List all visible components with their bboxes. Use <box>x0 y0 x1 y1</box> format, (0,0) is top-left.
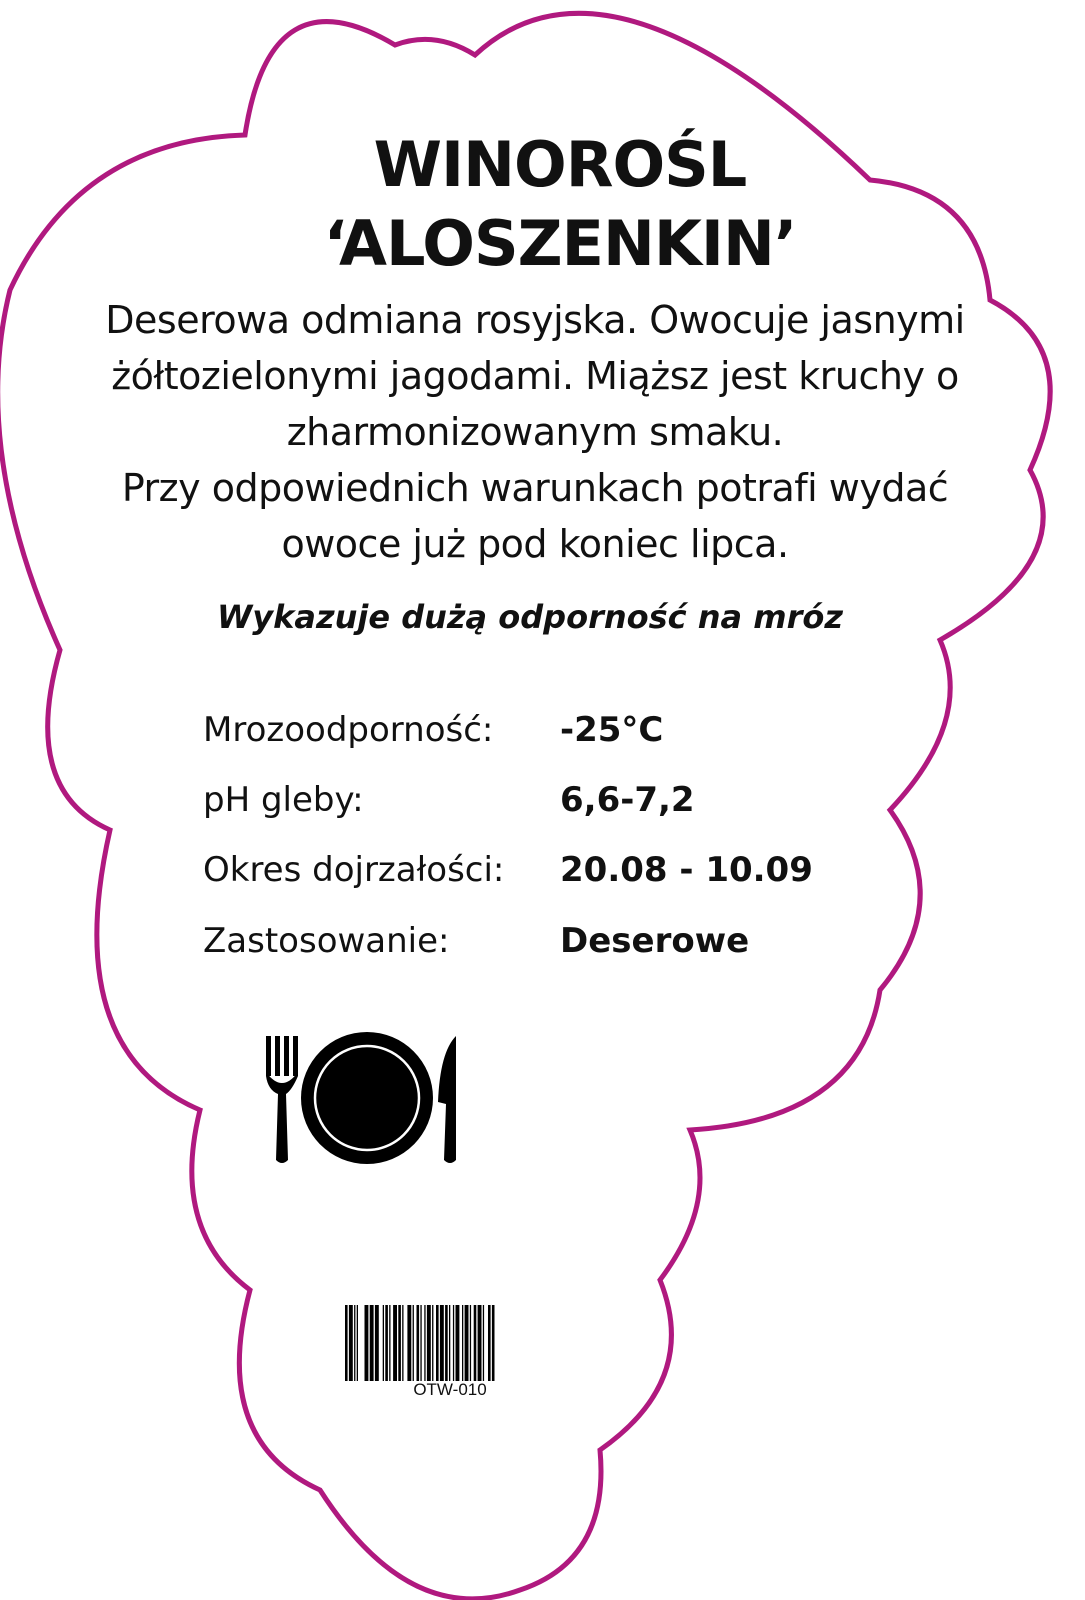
barcode-bar <box>354 1305 356 1381</box>
barcode-bar <box>374 1305 379 1381</box>
spec-value: Deserowe <box>560 921 750 961</box>
spec-value: 20.08 - 10.09 <box>560 850 813 890</box>
frost-resistance-note: Wykazuje dużą odporność na mróz <box>216 598 844 636</box>
barcode-bar <box>364 1305 369 1381</box>
description-line: żółtozielonymi jagodami. Miąższ jest kru… <box>111 354 959 398</box>
barcode-bar <box>462 1305 464 1381</box>
description: Deserowa odmiana rosyjska. Owocuje jasny… <box>30 292 1040 572</box>
barcode-bar <box>445 1305 448 1381</box>
barcode-bar <box>393 1305 397 1381</box>
spec-label: Mrozoodporność: <box>203 710 494 750</box>
description-line: Deserowa odmiana rosyjska. Owocuje jasny… <box>105 298 965 342</box>
barcode-bar <box>398 1305 401 1381</box>
barcode-bar <box>412 1305 414 1381</box>
barcode-bar <box>482 1305 485 1381</box>
barcode-bar <box>416 1305 420 1381</box>
spec-label: pH gleby: <box>203 780 364 820</box>
barcode-bar <box>449 1305 451 1381</box>
barcode-bar <box>369 1305 374 1381</box>
spec-label: Okres dojrzałości: <box>203 850 505 890</box>
barcode-bar <box>436 1305 439 1381</box>
spec-value: -25°C <box>560 710 664 750</box>
barcode-bar <box>420 1305 422 1381</box>
barcode-bar <box>491 1305 495 1381</box>
barcode-bar <box>356 1305 358 1381</box>
description-line: Przy odpowiednich warunkach potrafi wyda… <box>121 466 949 510</box>
description-line: owoce już pod koniec lipca. <box>281 522 789 566</box>
barcode-code: OTW-010 <box>413 1380 487 1399</box>
description-line: zharmonizowanym smaku. <box>286 410 784 454</box>
barcode-bar <box>469 1305 472 1381</box>
spec-label: Zastosowanie: <box>203 921 450 961</box>
fork-plate-knife-icon <box>266 1032 456 1164</box>
barcode-bar <box>426 1305 431 1381</box>
barcode <box>345 1305 495 1381</box>
barcode-bar <box>464 1305 469 1381</box>
barcode-bar <box>389 1305 391 1381</box>
title-line-1: WINOROŚL <box>373 128 748 201</box>
barcode-bar <box>402 1305 404 1381</box>
barcode-bar <box>348 1305 353 1381</box>
barcode-bar <box>345 1305 348 1381</box>
barcode-bar <box>477 1305 482 1381</box>
barcode-bar <box>473 1305 477 1381</box>
barcode-bar <box>382 1305 384 1381</box>
spec-value: 6,6-7,2 <box>560 780 695 820</box>
barcode-bar <box>455 1305 460 1381</box>
barcode-bar <box>452 1305 455 1381</box>
title-line-2: ‘ALOSZENKIN’ <box>323 207 798 280</box>
barcode-bar <box>439 1305 444 1381</box>
barcode-bar <box>407 1305 412 1381</box>
barcode-bar <box>432 1305 434 1381</box>
barcode-bar <box>424 1305 426 1381</box>
barcode-bar <box>385 1305 388 1381</box>
barcode-bar <box>488 1305 491 1381</box>
